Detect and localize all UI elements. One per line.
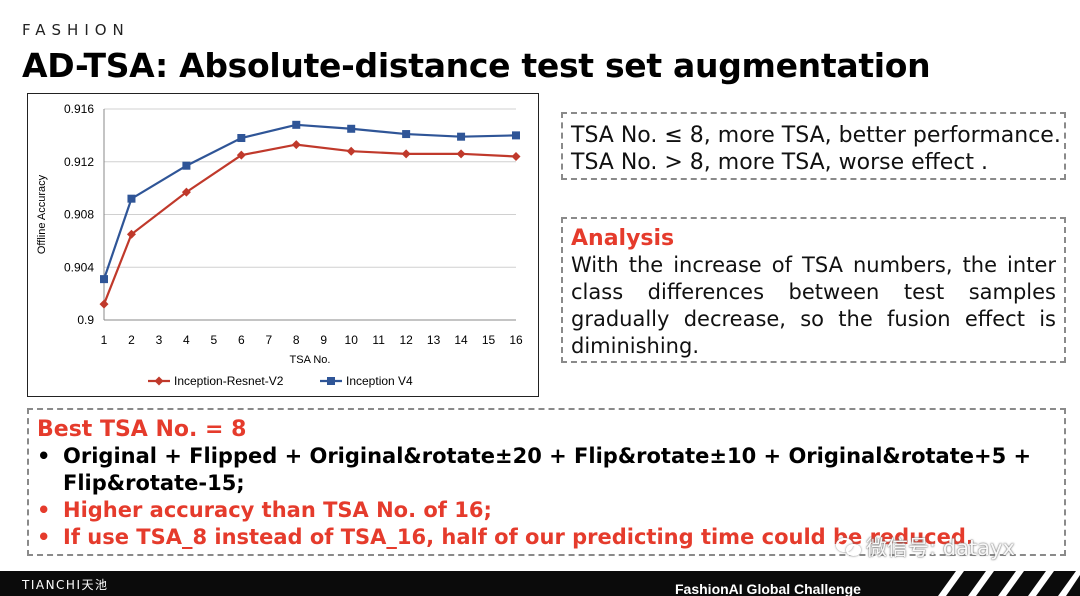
best-tsa-item-text: Original + Flipped + Original&rotate±20 …	[63, 444, 1032, 495]
legend-marker	[327, 377, 335, 385]
legend-label: Inception V4	[346, 374, 413, 388]
best-tsa-item: • Higher accuracy than TSA No. of 16;	[37, 497, 1056, 524]
watermark-text: 微信号: datayx	[866, 536, 1015, 560]
analysis-box: Analysis With the increase of TSA number…	[561, 217, 1066, 363]
data-point	[401, 149, 411, 159]
bullet-icon: •	[37, 444, 51, 468]
x-tick-label: 4	[183, 333, 190, 347]
tianchi-logo: TIANCHI天池	[22, 578, 109, 592]
y-axis-label: Offline Accuracy	[36, 174, 48, 254]
x-tick-label: 6	[238, 333, 245, 347]
best-tsa-item-text: If use TSA_8 instead of TSA_16, half of …	[63, 525, 974, 549]
data-point	[100, 275, 108, 284]
footer-bar: TIANCHI天池 FashionAI Global Challenge	[0, 571, 1080, 596]
observation-line-1: TSA No. ≤ 8, more TSA, better performanc…	[571, 123, 1061, 148]
x-tick-label: 10	[345, 333, 359, 347]
analysis-heading: Analysis	[571, 226, 675, 251]
legend-label: Inception-Resnet-V2	[174, 374, 284, 388]
data-point	[511, 151, 521, 161]
data-point	[292, 120, 301, 129]
y-tick-label: 0.912	[64, 155, 94, 169]
data-point	[182, 161, 191, 170]
data-point	[512, 131, 520, 140]
watermark: 微信号: datayx	[836, 532, 1015, 562]
x-tick-label: 5	[211, 333, 218, 347]
series-line	[102, 143, 517, 305]
x-axis-label: TSA No.	[290, 354, 331, 366]
observation-line-2: TSA No. > 8, more TSA, worse effect .	[571, 150, 989, 175]
wechat-icon	[836, 536, 862, 558]
x-tick-label: 2	[128, 333, 135, 347]
data-point	[456, 149, 466, 159]
slide-title: AD-TSA: Absolute-distance test set augme…	[22, 46, 931, 85]
x-tick-label: 9	[320, 333, 327, 347]
x-tick-label: 8	[293, 333, 300, 347]
brand-logo: FASHION	[22, 21, 130, 39]
observation-box: TSA No. ≤ 8, more TSA, better performanc…	[561, 112, 1066, 180]
y-tick-label: 0.9	[77, 313, 94, 327]
bullet-icon: •	[37, 498, 51, 522]
x-tick-label: 13	[427, 333, 441, 347]
data-point	[291, 140, 301, 150]
data-point	[236, 150, 246, 160]
best-tsa-box: Best TSA No. = 8 • Original + Flipped + O…	[27, 408, 1066, 556]
data-point	[126, 229, 136, 239]
data-point	[346, 146, 356, 156]
series-line	[102, 123, 517, 280]
best-tsa-heading: Best TSA No. = 8	[37, 417, 247, 442]
x-tick-label: 3	[156, 333, 163, 347]
data-point	[181, 187, 191, 197]
y-tick-label: 0.908	[64, 208, 94, 222]
data-point	[347, 124, 356, 133]
best-tsa-item-text: Higher accuracy than TSA No. of 16;	[63, 498, 492, 522]
best-tsa-item: • If use TSA_8 instead of TSA_16, half of…	[37, 524, 1056, 551]
analysis-body: With the increase of TSA numbers, the in…	[571, 253, 1056, 358]
x-tick-label: 11	[372, 333, 385, 347]
x-tick-label: 15	[482, 333, 496, 347]
footer-stripes-decoration	[938, 571, 1080, 596]
data-point	[457, 132, 466, 141]
bullet-icon: •	[37, 525, 51, 549]
x-tick-label: 7	[265, 333, 272, 347]
data-point	[402, 130, 411, 139]
data-point	[99, 299, 109, 309]
x-tick-label: 16	[509, 333, 523, 347]
legend-marker	[154, 376, 164, 386]
best-tsa-item: • Original + Flipped + Original&rotate±20…	[37, 443, 1056, 497]
x-tick-label: 1	[101, 333, 108, 347]
data-point	[127, 194, 136, 203]
data-point	[237, 134, 246, 143]
y-tick-label: 0.904	[64, 260, 94, 274]
footer-challenge-text: FashionAI Global Challenge	[675, 581, 861, 596]
best-tsa-list: • Original + Flipped + Original&rotate±20…	[37, 443, 1056, 551]
x-tick-label: 14	[454, 333, 468, 347]
y-tick-label: 0.916	[64, 102, 94, 116]
accuracy-chart: 0.9 0.904 0.908 0.912 0.916 1 2 3 4 5 6 7 8 9 10 11 12 13…	[27, 93, 539, 397]
x-tick-label: 12	[399, 333, 413, 347]
